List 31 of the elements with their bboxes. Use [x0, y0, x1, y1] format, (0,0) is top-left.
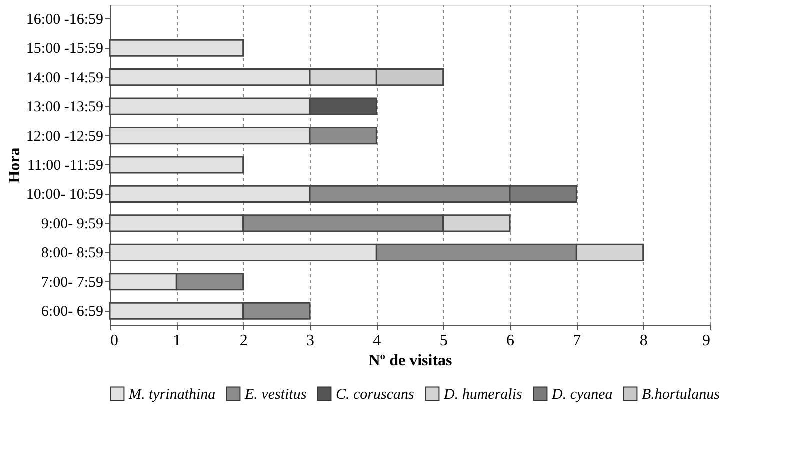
x-tick-label: 5 [440, 332, 448, 350]
bar [109, 39, 244, 57]
legend-label: M. tyrinathina [128, 386, 216, 403]
x-tick-label: 4 [373, 332, 382, 350]
y-tick-label: 11:00 -11:59 [28, 158, 104, 174]
legend-label: B.hortulanus [642, 386, 720, 403]
x-axis-title: Nº de visitas [368, 352, 452, 370]
y-tick-label: 7:00- 7:59 [41, 274, 104, 291]
y-tick-label: 10:00- 10:59 [26, 187, 104, 204]
x-tick-label: 6 [506, 332, 514, 350]
x-tick-label: 3 [306, 332, 314, 350]
y-tick-label: 6:00- 6:59 [41, 304, 104, 320]
legend-label: E. vestitus [244, 386, 307, 403]
y-tick-label: 15:00 -15:59 [26, 41, 104, 58]
y-tick-label: 9:00- 9:59 [41, 216, 104, 232]
legend-label: D. humeralis [443, 386, 522, 403]
y-axis-title: Hora [6, 148, 24, 184]
legend-label: D. cyanea [551, 386, 613, 403]
legend-label: C. coruscans [336, 386, 414, 403]
y-tick-label: 16:00 -16:59 [26, 12, 104, 28]
y-tick-label: 13:00 -13:59 [26, 100, 104, 116]
x-tick-label: 0 [110, 332, 118, 350]
x-tick-label: 1 [173, 332, 182, 350]
y-tick-label: 14:00 -14:59 [26, 70, 104, 86]
y-tick-label: 8:00- 8:59 [41, 246, 104, 262]
x-tick-label: 2 [240, 332, 248, 350]
x-tick-label: 9 [702, 332, 710, 350]
x-tick-label: 8 [640, 332, 648, 350]
y-tick-label: 12:00 -12:59 [26, 128, 104, 145]
x-tick-label: 7 [573, 332, 582, 350]
bar [109, 156, 244, 174]
